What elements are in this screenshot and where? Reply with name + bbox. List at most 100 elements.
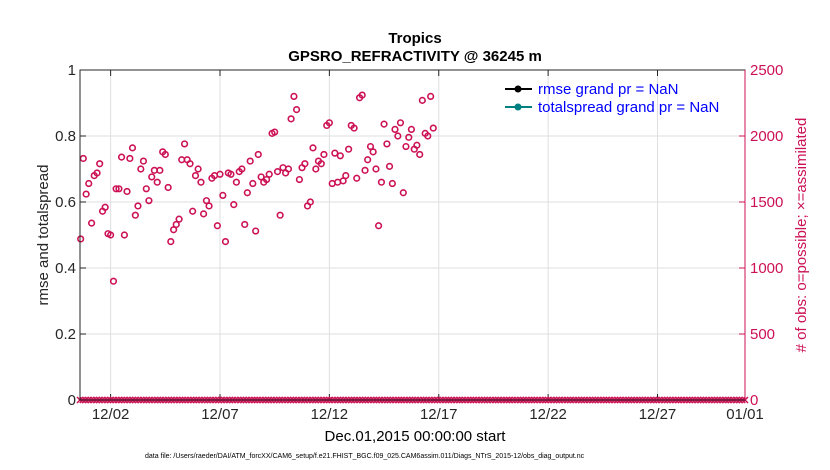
possible-point — [246, 157, 254, 165]
possible-point — [342, 172, 350, 180]
possible-point — [117, 153, 126, 161]
possible-point — [306, 198, 314, 206]
possible-point — [309, 144, 317, 152]
possible-point — [391, 125, 399, 133]
possible-point — [77, 235, 85, 243]
possible-series — [77, 91, 437, 285]
possible-point — [252, 227, 260, 235]
y-right-tick-label: 0 — [750, 392, 758, 409]
possible-point — [156, 166, 164, 174]
possible-point — [213, 222, 221, 230]
possible-point — [167, 238, 175, 246]
possible-point — [312, 165, 320, 173]
possible-point — [230, 201, 238, 209]
legend-spread-marker — [514, 103, 522, 111]
chart-subtitle: GPSRO_REFRACTIVITY @ 36245 m — [288, 48, 542, 65]
y-right-tick-label: 1500 — [750, 194, 783, 211]
possible-point — [145, 197, 153, 205]
possible-point — [139, 157, 148, 165]
possible-point — [82, 190, 90, 198]
y-left-tick-label: 0.2 — [55, 326, 76, 343]
x-tick-label: 12/27 — [639, 406, 677, 423]
legend-spread-label: totalspread grand pr = NaN — [538, 99, 719, 116]
possible-point — [238, 165, 246, 173]
possible-point — [364, 156, 372, 164]
possible-point — [180, 140, 189, 148]
possible-point — [243, 189, 251, 197]
y-left-tick-label: 1 — [68, 62, 76, 79]
plot-area — [80, 70, 745, 400]
y-right-tick-label: 2000 — [750, 128, 783, 145]
possible-point — [109, 277, 118, 285]
y-left-tick-label: 0.6 — [55, 194, 76, 211]
chart-title: Tropics — [388, 30, 441, 47]
possible-point — [107, 231, 115, 239]
possible-point — [402, 142, 410, 151]
footer-data-file: data file: /Users/raeder/DAI/ATM_forcXX/… — [145, 453, 585, 460]
possible-point — [284, 165, 293, 173]
possible-point — [131, 211, 139, 219]
possible-point — [358, 91, 366, 99]
y-axis-left-label: rmse and totalspread — [35, 165, 52, 306]
possible-point — [369, 148, 377, 156]
possible-point — [339, 177, 347, 185]
y-right-tick-label: 1000 — [750, 260, 783, 277]
possible-point — [353, 174, 361, 182]
possible-point — [254, 150, 262, 159]
y-right-tick-label: 500 — [750, 326, 775, 343]
y-left-tick-label: 0.4 — [55, 260, 76, 277]
possible-point — [175, 215, 183, 223]
possible-point — [112, 185, 120, 193]
y-axis-right-label: # of obs: o=possible; ×=assimilated — [793, 118, 810, 353]
possible-point — [153, 178, 161, 186]
possible-point — [164, 183, 172, 192]
possible-point — [396, 119, 405, 127]
x-axis-ticks: 12/02 12/07 12/12 12/17 12/22 12/27 01/01 — [92, 70, 764, 423]
possible-point — [388, 179, 396, 188]
possible-point — [407, 125, 416, 133]
possible-point — [276, 211, 284, 219]
possible-point — [148, 173, 156, 181]
possible-point — [320, 150, 328, 159]
possible-point — [101, 203, 109, 211]
possible-point — [205, 202, 213, 210]
legend-rmse-label: rmse grand pr = NaN — [538, 81, 678, 98]
y-left-tick-label: 0 — [68, 392, 76, 409]
possible-point — [394, 132, 402, 140]
possible-point — [134, 202, 142, 210]
possible-point — [374, 222, 383, 230]
x-tick-label: 12/17 — [420, 406, 458, 423]
possible-point — [120, 231, 129, 239]
possible-point — [416, 150, 424, 159]
possible-point — [424, 132, 432, 140]
x-tick-label: 12/02 — [92, 406, 130, 423]
legend-rmse-marker — [514, 85, 522, 93]
possible-point — [137, 165, 145, 173]
possible-point — [123, 187, 131, 196]
possible-point — [87, 219, 96, 227]
x-axis-label: Dec.01,2015 00:00:00 start — [325, 428, 507, 445]
possible-point — [361, 166, 369, 174]
y-right-tick-label: 2500 — [750, 62, 783, 79]
possible-point — [273, 168, 282, 176]
possible-point — [202, 197, 211, 205]
possible-point — [257, 173, 265, 181]
x-tick-label: 12/22 — [529, 406, 567, 423]
possible-point — [227, 170, 235, 178]
possible-point — [85, 179, 93, 188]
possible-point — [377, 178, 386, 186]
possible-point — [301, 160, 309, 168]
possible-point — [429, 124, 437, 132]
possible-point — [336, 152, 344, 160]
possible-point — [405, 133, 413, 141]
possible-point — [380, 120, 388, 128]
possible-point — [290, 92, 298, 100]
possible-point — [191, 172, 200, 180]
x-tick-label: 12/12 — [311, 406, 349, 423]
possible-point — [399, 189, 407, 197]
possible-point — [427, 92, 435, 100]
possible-point — [216, 170, 224, 178]
possible-point — [142, 185, 150, 193]
possible-point — [232, 178, 241, 186]
